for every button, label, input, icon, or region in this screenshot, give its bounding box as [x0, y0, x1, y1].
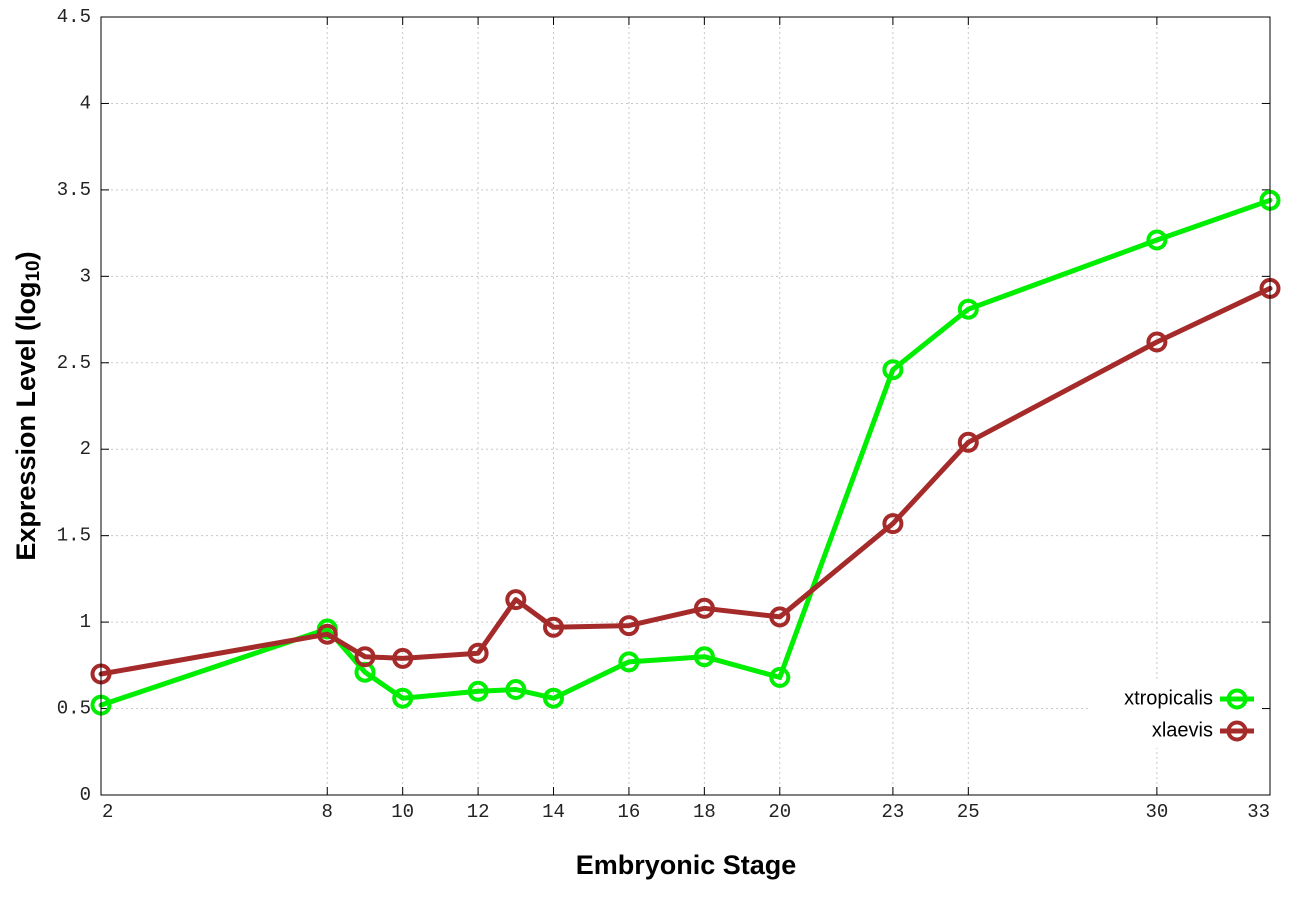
y-tick-label: 2.5 — [57, 352, 91, 374]
data-point-xlaevis — [392, 647, 414, 669]
series-line-xlaevis — [98, 285, 1273, 677]
x-tick-label: 20 — [768, 801, 791, 823]
data-point-xlaevis — [769, 606, 791, 628]
y-tick-label: 4 — [80, 92, 91, 114]
x-tick-label: 10 — [391, 801, 414, 823]
y-tick-label: 1 — [80, 611, 91, 633]
data-point-xlaevis — [505, 589, 527, 611]
data-point-xtropicalis — [392, 687, 414, 709]
axis-ticks: 0 0.5 1 1.5 2 2.5 3 3.5 4 4.5 2 8 10 12 14 16 18 20 23 25 30… — [57, 6, 1271, 823]
data-point-xtropicalis — [505, 679, 527, 700]
data-point-xtropicalis — [618, 651, 640, 673]
y-tick-label: 0.5 — [57, 698, 91, 720]
y-tick-label: 2 — [80, 438, 91, 460]
series-xlaevis — [90, 277, 1281, 685]
data-point-xlaevis — [1146, 331, 1168, 353]
data-point-xlaevis — [882, 513, 904, 535]
y-axis-title-text: Expression Level (log — [11, 282, 41, 561]
svg-text:Expression Level (log10): Expression Level (log10) — [11, 251, 44, 560]
data-point-xlaevis — [543, 616, 564, 638]
x-tick-label: 30 — [1145, 801, 1168, 823]
y-tick-label: 0 — [80, 784, 91, 806]
data-point-xlaevis — [316, 623, 338, 645]
data-point-xtropicalis — [467, 680, 489, 702]
data-point-xlaevis — [693, 597, 715, 619]
data-series — [90, 189, 1281, 716]
x-tick-label: 8 — [322, 801, 333, 823]
data-point-xtropicalis — [543, 687, 564, 709]
y-tick-label: 1.5 — [57, 525, 91, 547]
data-point-xtropicalis — [957, 298, 979, 320]
plot-area-frame — [100, 16, 1271, 796]
data-point-xtropicalis — [882, 359, 904, 381]
legend-label: xlaevis — [1152, 719, 1213, 741]
data-point-xlaevis — [467, 642, 489, 664]
x-tick-label: 16 — [618, 801, 641, 823]
data-point-xlaevis — [618, 615, 640, 637]
y-tick-label: 3 — [80, 265, 91, 287]
data-point-xtropicalis — [1146, 229, 1168, 251]
x-tick-label: 25 — [957, 801, 980, 823]
legend-swatch-marker — [1226, 720, 1248, 742]
chart-legend: xtropicalis xlaevis — [1090, 682, 1262, 748]
x-tick-label: 12 — [467, 801, 490, 823]
x-tick-label: 2 — [102, 801, 113, 823]
x-tick-label: 18 — [693, 801, 716, 823]
y-tick-label: 3.5 — [57, 179, 91, 201]
series-xtropicalis — [90, 189, 1281, 716]
data-point-xtropicalis — [769, 666, 791, 688]
y-axis-title: Expression Level (log10) — [11, 251, 44, 560]
x-axis-title: Embryonic Stage — [576, 850, 797, 880]
data-point-xlaevis — [957, 431, 979, 453]
data-point-xtropicalis — [693, 646, 715, 668]
y-tick-label: 4.5 — [57, 6, 91, 28]
x-tick-label: 23 — [881, 801, 904, 823]
data-point-xlaevis — [354, 646, 376, 668]
legend-swatch-marker — [1226, 688, 1248, 710]
legend-label: xtropicalis — [1124, 687, 1213, 709]
y-axis-title-subscript: 10 — [23, 260, 44, 281]
y-axis-title-close: ) — [11, 251, 41, 260]
x-tick-label: 14 — [542, 801, 565, 823]
x-tick-label: 33 — [1247, 801, 1270, 823]
